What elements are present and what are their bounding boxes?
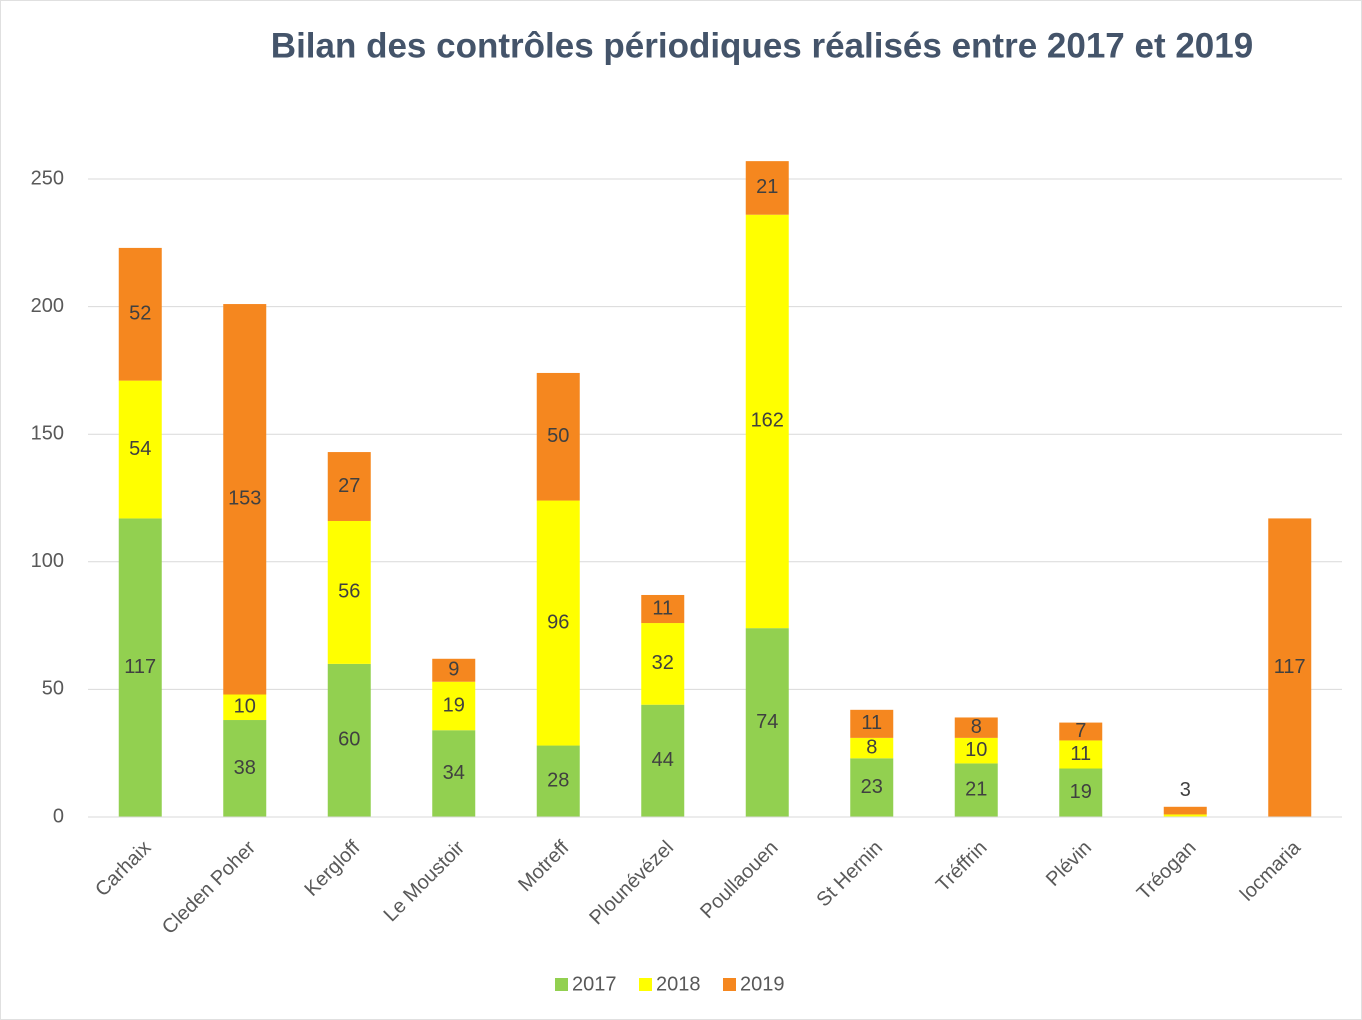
data-label: 117	[1274, 656, 1306, 678]
data-label: 10	[965, 739, 987, 761]
bar-segment	[1268, 518, 1312, 817]
data-label: 8	[971, 716, 982, 738]
bar-segment	[536, 500, 580, 746]
data-label: 38	[234, 757, 256, 779]
data-label: 10	[234, 696, 256, 718]
chart-title: Bilan des contrôles périodiques réalisés…	[271, 26, 1253, 65]
data-label: 52	[129, 303, 151, 325]
bar-segment	[118, 247, 162, 381]
bar-segment	[327, 452, 371, 521]
data-label: 7	[1075, 720, 1086, 742]
bar-segment	[745, 628, 789, 817]
legend-swatch	[639, 978, 652, 991]
bar-segment	[745, 214, 789, 629]
legend-swatch	[723, 978, 736, 991]
bar-segment	[223, 694, 267, 721]
bar-segment	[327, 520, 371, 664]
y-tick-label: 200	[31, 295, 64, 317]
data-label: 11	[1070, 743, 1091, 765]
bar-segment	[850, 737, 894, 759]
data-label: 9	[448, 659, 459, 681]
data-label: 8	[866, 736, 877, 758]
data-label: 3	[1180, 779, 1191, 801]
data-label: 11	[652, 597, 673, 619]
data-label: 19	[1070, 781, 1092, 803]
legend-swatch	[555, 978, 568, 991]
data-label: 44	[652, 749, 674, 771]
data-label: 162	[751, 410, 784, 432]
data-label: 50	[547, 425, 569, 447]
bar-segment	[536, 745, 580, 817]
bar-segment	[1163, 814, 1207, 817]
bar-segment	[1059, 740, 1103, 769]
data-label: 21	[756, 176, 778, 198]
y-tick-label: 250	[31, 167, 64, 189]
data-label: 23	[861, 776, 883, 798]
bar-segment	[954, 763, 998, 817]
bar-segment	[850, 709, 894, 738]
bar-segment	[223, 304, 267, 695]
bar-segment	[954, 717, 998, 738]
data-label: 74	[756, 711, 778, 733]
bar-segment	[118, 518, 162, 817]
data-label: 60	[338, 729, 360, 751]
bar-segment	[1059, 768, 1103, 817]
bar-segment	[327, 663, 371, 817]
data-label: 28	[547, 770, 569, 792]
bar-segment	[1059, 722, 1103, 741]
bar-segment	[536, 372, 580, 501]
legend-label: 2017	[572, 973, 617, 995]
legend-label: 2019	[740, 973, 785, 995]
data-label: 32	[652, 652, 674, 674]
legend-label: 2018	[656, 973, 701, 995]
data-label: 34	[443, 762, 465, 784]
bar-segment	[432, 658, 476, 682]
bar-segment	[641, 704, 685, 817]
y-tick-label: 150	[31, 422, 64, 444]
data-label: 153	[228, 488, 261, 510]
y-tick-label: 100	[31, 550, 64, 572]
y-tick-label: 0	[53, 805, 64, 827]
y-tick-label: 50	[42, 678, 64, 700]
bar-segment	[641, 594, 685, 624]
bar-segment	[432, 681, 476, 731]
bar-segment	[1163, 806, 1207, 815]
bar-segment	[223, 720, 267, 817]
data-label: 21	[965, 778, 987, 800]
data-label: 56	[338, 581, 360, 603]
bar-segment	[118, 380, 162, 519]
bar-segment	[641, 623, 685, 705]
data-label: 19	[443, 694, 465, 716]
data-label: 27	[338, 475, 360, 497]
bar-segment	[954, 737, 998, 764]
bar-segment	[432, 730, 476, 817]
data-label: 11	[861, 712, 882, 734]
bar-segment	[745, 161, 789, 215]
data-label: 54	[129, 438, 151, 460]
data-label: 117	[124, 656, 156, 678]
bar-segment	[850, 758, 894, 817]
data-label: 96	[547, 611, 569, 633]
